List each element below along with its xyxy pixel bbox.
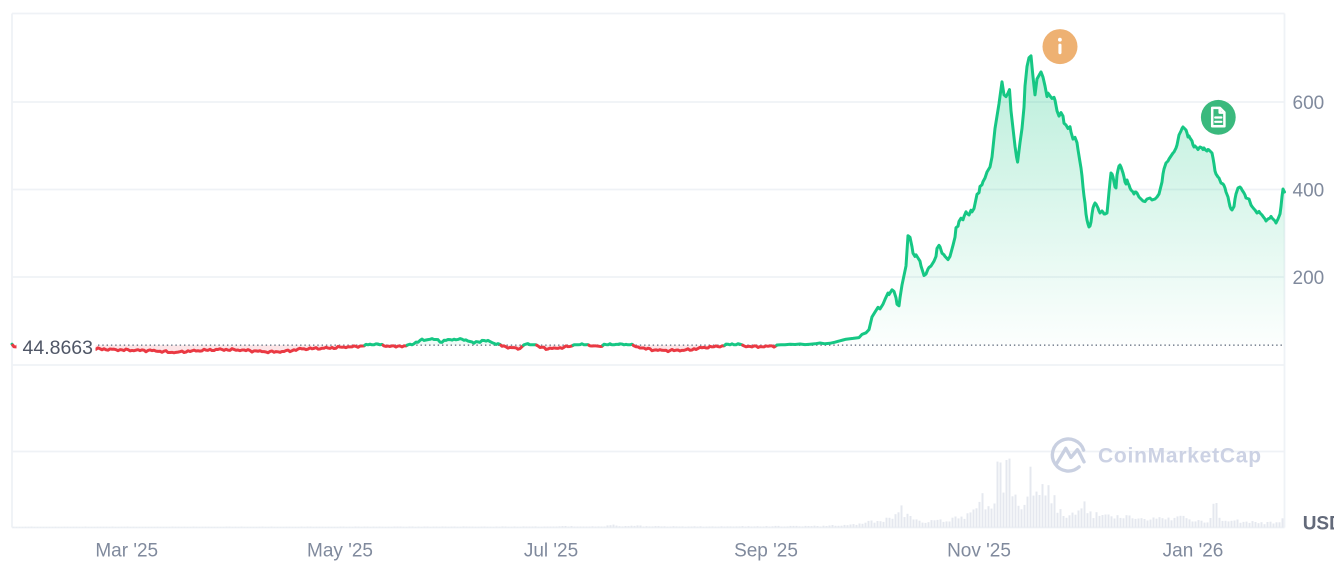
svg-text:Nov '25: Nov '25 xyxy=(947,541,1011,562)
svg-text:400: 400 xyxy=(1293,180,1325,201)
svg-text:CoinMarketCap: CoinMarketCap xyxy=(1098,445,1262,468)
svg-text:USD: USD xyxy=(1303,514,1334,535)
svg-text:Mar '25: Mar '25 xyxy=(95,541,158,562)
svg-text:200: 200 xyxy=(1293,268,1325,289)
svg-text:44.8663: 44.8663 xyxy=(23,337,94,359)
svg-text:May '25: May '25 xyxy=(307,541,373,562)
svg-text:Jan '26: Jan '26 xyxy=(1163,541,1224,562)
svg-text:Sep '25: Sep '25 xyxy=(734,541,798,562)
svg-text:600: 600 xyxy=(1293,93,1325,114)
svg-text:Jul '25: Jul '25 xyxy=(524,541,578,562)
